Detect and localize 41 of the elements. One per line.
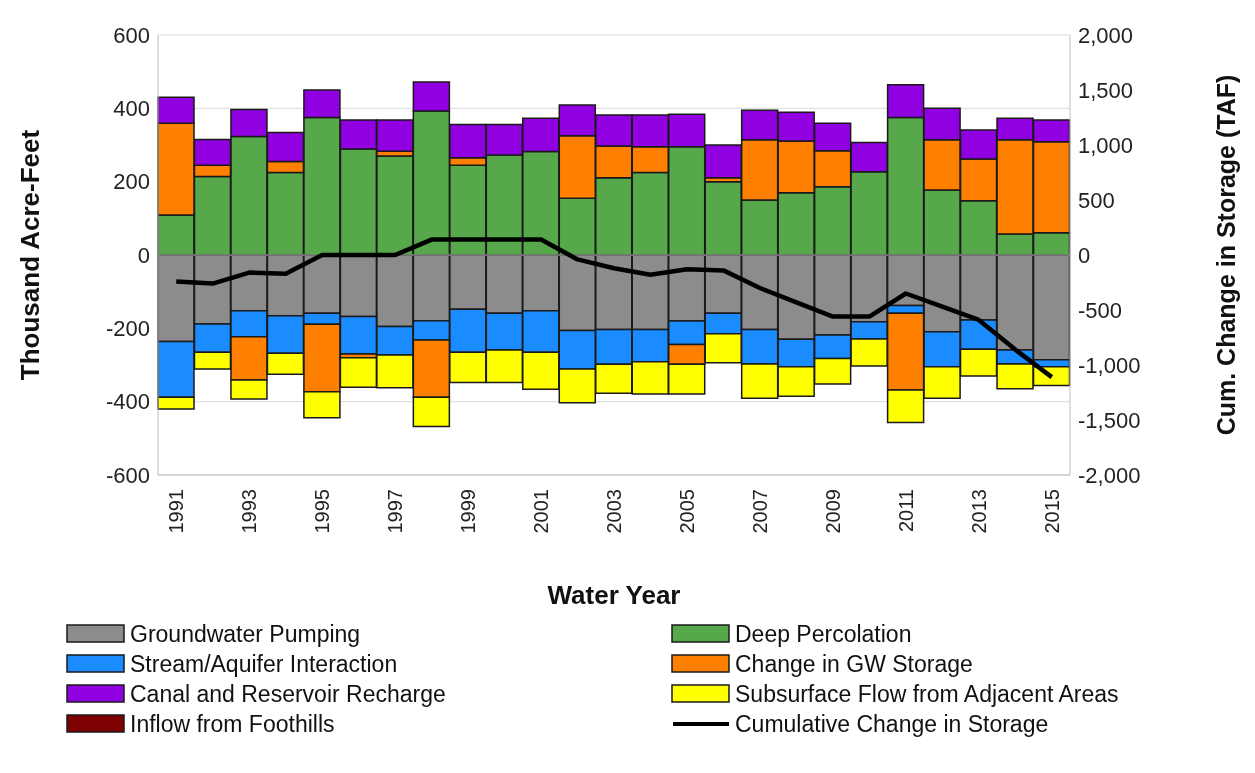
x-tick-label: 1997	[384, 489, 407, 534]
x-tick-label: 2005	[675, 489, 698, 534]
legend-label: Cumulative Change in Storage	[735, 710, 1049, 738]
legend-label: Subsurface Flow from Adjacent Areas	[735, 680, 1119, 708]
line-series	[173, 237, 1055, 380]
legend-label: Groundwater Pumping	[130, 620, 361, 648]
y2-tick-label: 500	[1078, 187, 1115, 213]
legend-label: Change in GW Storage	[735, 650, 973, 678]
y2-tick-label: -2,000	[1078, 462, 1141, 488]
y-tick-label: -600	[105, 462, 150, 488]
x-tick-label: 1993	[238, 489, 261, 534]
x-tick-label: 1991	[165, 489, 188, 534]
y-tick-label: 400	[113, 96, 150, 122]
y2-tick-label: -1,000	[1078, 352, 1141, 378]
y-axis-title: Thousand Acre-Feet	[15, 129, 46, 381]
x-tick-label: 2001	[530, 489, 553, 534]
y2-axis-title: Cum. Change in Storage (TAF)	[1211, 74, 1240, 436]
x-tick-label: 2007	[748, 489, 771, 534]
y-tick-label: 0	[137, 242, 150, 268]
x-axis-title: Water Year	[547, 580, 681, 610]
legend-label: Inflow from Foothills	[130, 710, 335, 738]
x-tick-label: 2011	[894, 489, 917, 533]
x-tick-label: 1995	[311, 489, 334, 534]
y-tick-label: -400	[105, 389, 150, 415]
y2-tick-label: 2,000	[1078, 22, 1134, 48]
x-tick-label: 2003	[603, 489, 625, 534]
y-tick-label: -200	[105, 316, 150, 342]
x-tick-label: 2015	[1040, 489, 1063, 534]
y2-tick-label: -500	[1078, 297, 1123, 323]
legend-label: Deep Percolation	[735, 620, 912, 648]
y2-tick-label: -1,500	[1078, 407, 1141, 433]
legend-label: Stream/Aquifer Interaction	[130, 650, 398, 678]
y2-tick-label: 0	[1078, 242, 1091, 268]
y-tick-label: 600	[113, 22, 150, 48]
legend-label: Canal and Reservoir Recharge	[130, 680, 446, 708]
y2-tick-label: 1,500	[1078, 77, 1134, 103]
x-tick-label: 1999	[457, 489, 480, 534]
y-tick-label: 200	[113, 169, 150, 195]
x-tick-label: 2013	[967, 489, 990, 534]
y2-tick-label: 1,000	[1078, 132, 1134, 158]
x-tick-label: 2009	[821, 489, 844, 534]
